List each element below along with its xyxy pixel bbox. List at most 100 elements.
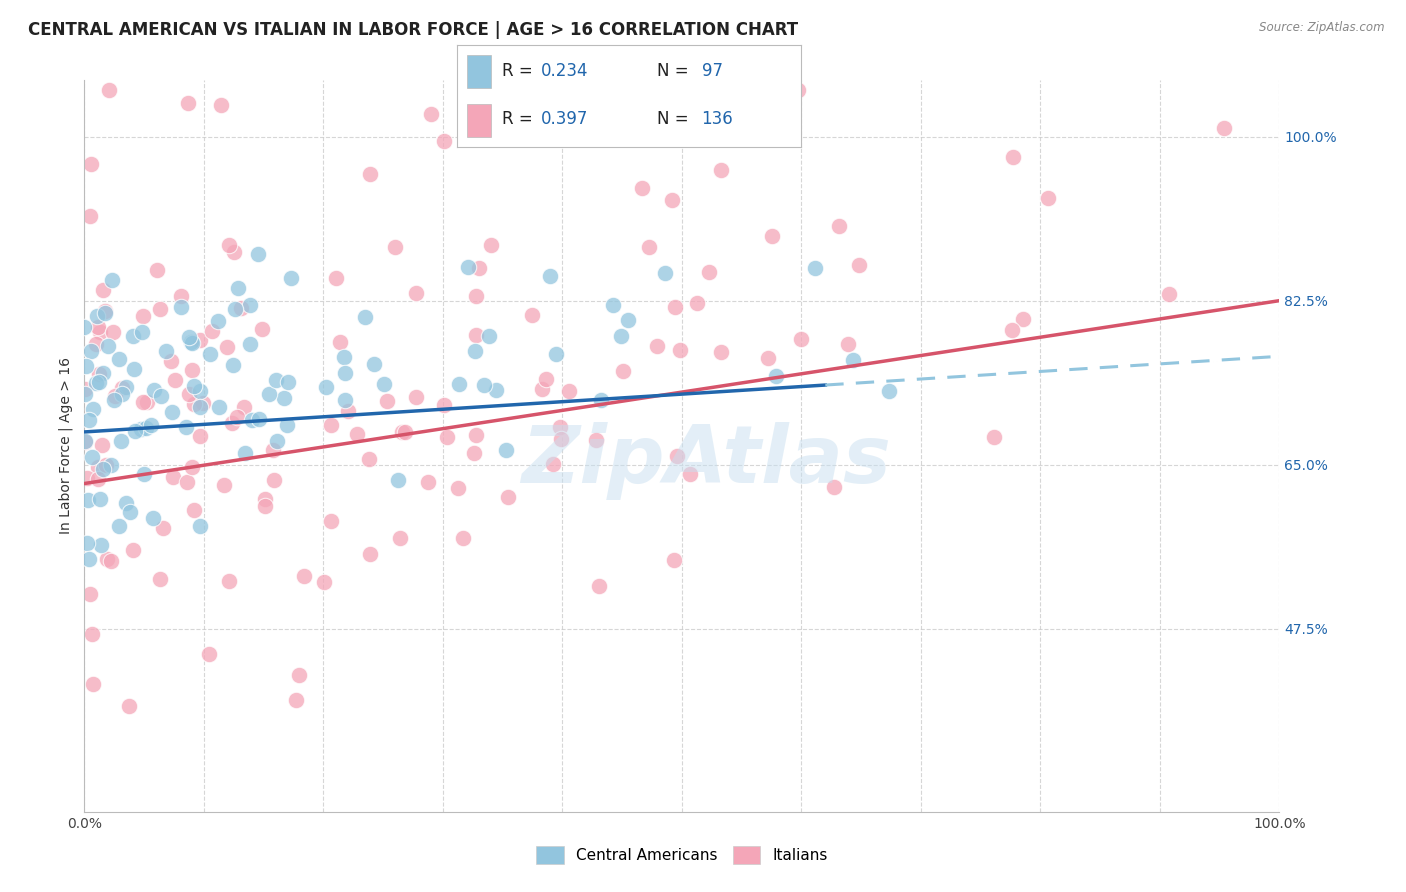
- Point: [209, 98, 232, 112]
- Point: [277, 375, 299, 389]
- Point: [538, 268, 561, 283]
- Point: [89, 325, 111, 339]
- Point: [617, 312, 640, 326]
- Point: [183, 378, 205, 392]
- Point: [315, 379, 337, 393]
- Point: [335, 392, 357, 407]
- Point: [588, 579, 610, 593]
- Point: [135, 395, 157, 409]
- Point: [146, 262, 169, 277]
- Point: [1038, 191, 1060, 205]
- Point: [84, 336, 107, 351]
- Point: [761, 229, 783, 244]
- Point: [132, 395, 155, 409]
- Point: [108, 352, 131, 367]
- Point: [292, 568, 315, 582]
- Point: [160, 354, 183, 368]
- Point: [787, 83, 810, 97]
- Point: [76, 470, 98, 484]
- Point: [82, 676, 104, 690]
- Point: [686, 296, 709, 310]
- Point: [111, 386, 134, 401]
- Point: [239, 298, 262, 312]
- Point: [188, 519, 211, 533]
- Text: ZipAtlas: ZipAtlas: [520, 422, 891, 500]
- Point: [848, 259, 870, 273]
- Point: [359, 451, 381, 466]
- Point: [247, 247, 270, 261]
- Point: [180, 334, 202, 349]
- Point: [86, 309, 108, 323]
- Point: [177, 95, 200, 110]
- Point: [122, 328, 145, 343]
- Point: [346, 427, 368, 442]
- Point: [131, 325, 153, 339]
- Point: [193, 396, 215, 410]
- Point: [73, 319, 96, 334]
- Point: [433, 134, 456, 148]
- Point: [548, 420, 571, 434]
- Point: [262, 443, 284, 458]
- Point: [86, 472, 108, 486]
- Text: 0.234: 0.234: [541, 62, 589, 79]
- Point: [177, 330, 200, 344]
- Point: [94, 304, 117, 318]
- Text: N =: N =: [657, 111, 693, 128]
- Point: [264, 373, 287, 387]
- Point: [436, 430, 458, 444]
- Point: [170, 300, 193, 314]
- Point: [101, 273, 124, 287]
- Point: [115, 496, 138, 510]
- Point: [828, 219, 851, 233]
- Point: [405, 390, 427, 404]
- Point: [181, 335, 204, 350]
- Point: [82, 450, 104, 465]
- Point: [87, 459, 110, 474]
- Point: [602, 298, 624, 312]
- Point: [94, 458, 117, 472]
- Point: [162, 470, 184, 484]
- Point: [118, 505, 141, 519]
- Point: [176, 475, 198, 489]
- Point: [837, 337, 859, 351]
- Point: [188, 333, 211, 347]
- Y-axis label: In Labor Force | Age > 16: In Labor Force | Age > 16: [59, 358, 73, 534]
- Point: [877, 384, 900, 399]
- Point: [215, 341, 238, 355]
- Point: [585, 434, 607, 448]
- Point: [333, 350, 356, 364]
- Point: [135, 421, 157, 435]
- Point: [479, 238, 502, 252]
- Point: [661, 193, 683, 207]
- Point: [235, 446, 257, 460]
- Point: [76, 536, 98, 550]
- Point: [983, 430, 1005, 444]
- Point: [288, 668, 311, 682]
- Point: [84, 376, 107, 391]
- Point: [104, 389, 127, 403]
- Point: [188, 384, 211, 398]
- Point: [110, 434, 132, 448]
- Point: [405, 286, 427, 301]
- Point: [669, 343, 692, 357]
- Point: [359, 547, 381, 561]
- Point: [90, 538, 112, 552]
- Point: [253, 491, 276, 506]
- Point: [80, 627, 103, 641]
- Point: [149, 573, 172, 587]
- Point: [198, 347, 221, 361]
- Point: [124, 424, 146, 438]
- Point: [73, 434, 96, 448]
- Text: R =: R =: [502, 62, 537, 79]
- Point: [662, 553, 685, 567]
- Point: [226, 281, 249, 295]
- Point: [1159, 287, 1181, 301]
- Point: [221, 417, 243, 431]
- Point: [468, 261, 491, 276]
- Point: [591, 392, 613, 407]
- Point: [170, 289, 193, 303]
- Point: [520, 309, 543, 323]
- Point: [804, 261, 827, 276]
- Point: [218, 237, 240, 252]
- Point: [96, 552, 118, 566]
